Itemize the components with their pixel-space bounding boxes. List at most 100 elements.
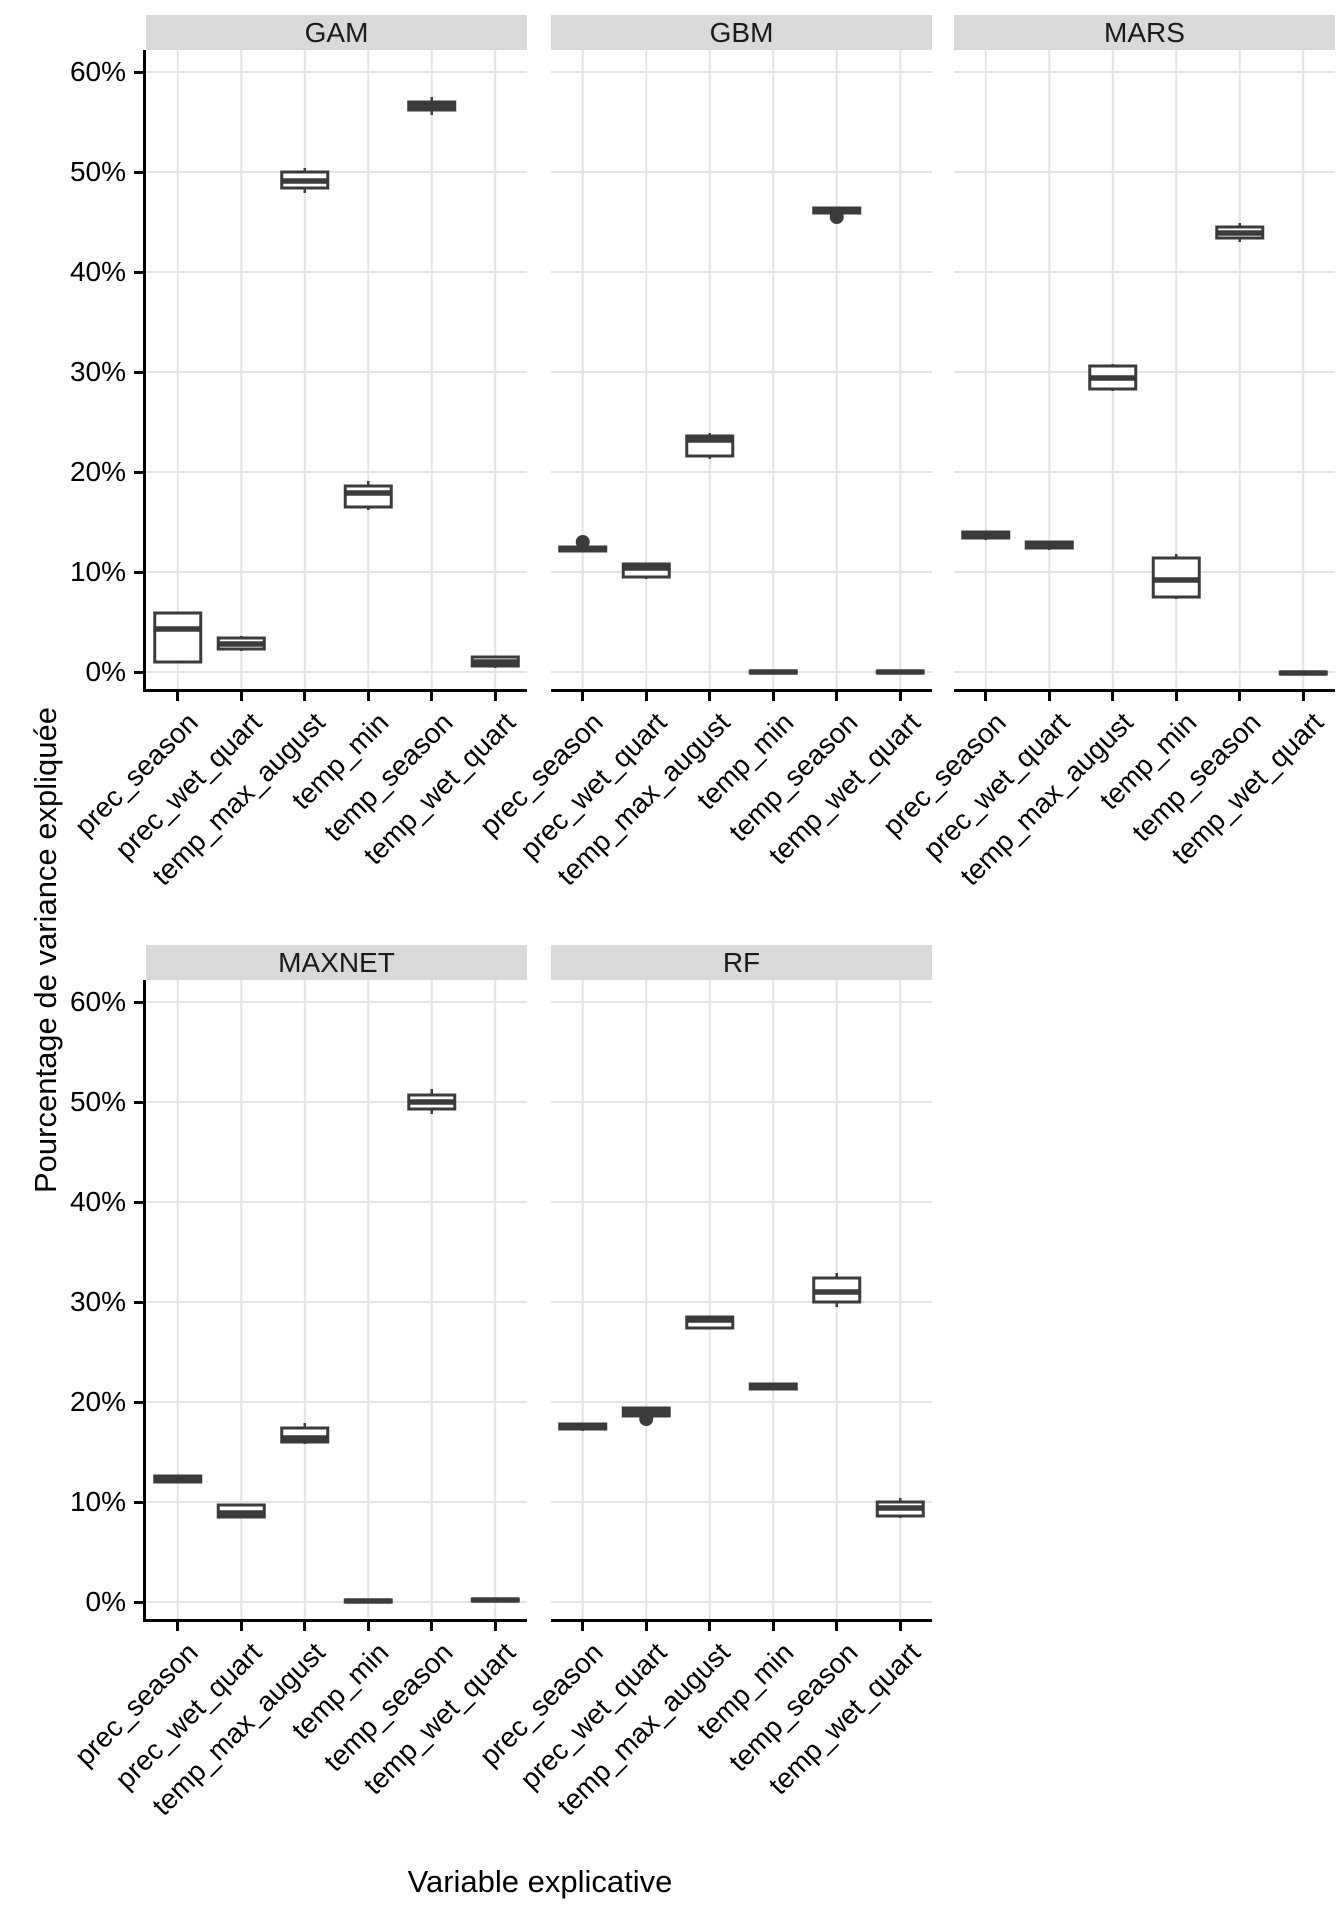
facet-panel-maxnet	[146, 980, 527, 1622]
x-tick-mark	[835, 1622, 839, 1631]
y-tick-label: 0%	[85, 1586, 126, 1617]
box-maxnet-prec_season	[153, 1474, 203, 1484]
box-gbm-temp_min	[748, 669, 798, 675]
facet-panel-gbm	[551, 50, 932, 692]
box-gbm-temp_season	[812, 206, 862, 224]
box-rf-temp_wet_quart	[875, 1498, 925, 1518]
box-mars-temp_season	[1215, 223, 1265, 242]
y-tick-label: 20%	[69, 456, 126, 487]
box-maxnet-temp_max_august	[280, 1423, 330, 1444]
y-tick-label: 30%	[69, 356, 126, 387]
box-gam-prec_wet_quart	[216, 636, 266, 651]
y-tick-label: 20%	[69, 1386, 126, 1417]
x-tick-mark	[771, 1622, 775, 1631]
box-mars-temp_max_august	[1088, 364, 1138, 391]
panel-canvas	[551, 980, 932, 1622]
y-axis-title: Pourcentage de variance expliquée	[28, 706, 63, 1194]
box-rf-prec_wet_quart	[621, 1406, 671, 1426]
facet-strip-maxnet: MAXNET	[146, 945, 527, 980]
box-gam-temp_wet_quart	[470, 655, 520, 668]
facet-panel-gam	[146, 50, 527, 692]
x-tick-mark	[366, 692, 370, 701]
box-gam-temp_min	[343, 481, 393, 510]
y-tick-label: 60%	[69, 56, 126, 87]
facet-strip-label: GAM	[304, 16, 369, 48]
facet-strip-label: GBM	[709, 16, 774, 48]
x-tick-mark	[708, 692, 712, 701]
x-tick-mark	[430, 1622, 434, 1631]
y-tick-label: 10%	[69, 556, 126, 587]
y-tick-mark	[134, 370, 143, 374]
y-tick-label: 30%	[69, 1286, 126, 1317]
panel-canvas	[146, 980, 527, 1622]
x-tick-mark	[1111, 692, 1115, 701]
box-gam-temp_max_august	[280, 168, 330, 193]
x-tick-mark	[771, 692, 775, 701]
facet-panel-mars	[954, 50, 1335, 692]
box-maxnet-prec_wet_quart	[216, 1503, 266, 1519]
x-tick-mark	[835, 692, 839, 701]
facet-strip-label: MARS	[1104, 16, 1185, 48]
box-mars-prec_wet_quart	[1024, 540, 1074, 550]
x-tick-mark	[581, 1622, 585, 1631]
box-gam-prec_season	[153, 611, 203, 664]
y-tick-label: 40%	[69, 1186, 126, 1217]
y-tick-mark	[134, 470, 143, 474]
y-tick-mark	[134, 570, 143, 574]
y-tick-mark	[134, 1600, 143, 1604]
y-tick-mark	[134, 670, 143, 674]
facet-strip-gbm: GBM	[551, 15, 932, 50]
x-tick-mark	[366, 1622, 370, 1631]
y-tick-mark	[134, 1300, 143, 1304]
box-rf-temp_max_august	[685, 1315, 735, 1330]
y-tick-label: 60%	[69, 986, 126, 1017]
box-mars-prec_season	[961, 530, 1011, 540]
box-gbm-temp_max_august	[685, 433, 735, 459]
x-tick-mark	[1047, 692, 1051, 701]
x-tick-mark	[493, 1622, 497, 1631]
box-maxnet-temp_min	[343, 1598, 393, 1604]
panel-canvas	[146, 50, 527, 692]
x-tick-mark	[898, 692, 902, 701]
y-tick-mark	[134, 70, 143, 74]
y-tick-mark	[134, 270, 143, 274]
x-tick-mark	[984, 692, 988, 701]
box-rf-prec_season	[558, 1422, 608, 1431]
x-tick-mark	[239, 692, 243, 701]
y-tick-label: 50%	[69, 156, 126, 187]
x-tick-mark	[239, 1622, 243, 1631]
x-tick-mark	[430, 692, 434, 701]
box-mars-temp_min	[1151, 554, 1201, 599]
x-tick-mark	[176, 1622, 180, 1631]
y-tick-mark	[134, 1200, 143, 1204]
x-tick-mark	[644, 1622, 648, 1631]
facet-strip-label: MAXNET	[278, 946, 395, 978]
x-tick-mark	[303, 1622, 307, 1631]
facet-panel-rf	[551, 980, 932, 1622]
facet-strip-rf: RF	[551, 945, 932, 980]
y-axis-line	[143, 980, 146, 1622]
x-tick-mark	[644, 692, 648, 701]
x-tick-mark	[176, 692, 180, 701]
box-maxnet-temp_season	[407, 1089, 457, 1114]
x-tick-mark	[303, 692, 307, 701]
box-gbm-temp_wet_quart	[875, 669, 925, 675]
box-mars-temp_wet_quart	[1278, 670, 1328, 676]
box-gam-temp_season	[407, 97, 457, 115]
facet-strip-mars: MARS	[954, 15, 1335, 50]
box-maxnet-temp_wet_quart	[470, 1597, 520, 1603]
x-tick-mark	[708, 1622, 712, 1631]
box-gbm-prec_season	[558, 535, 608, 553]
y-tick-label: 40%	[69, 256, 126, 287]
y-tick-mark	[134, 1500, 143, 1504]
x-tick-mark	[581, 692, 585, 701]
box-rf-temp_min	[748, 1382, 798, 1391]
x-tick-mark	[1301, 692, 1305, 701]
panel-canvas	[551, 50, 932, 692]
y-tick-mark	[134, 1000, 143, 1004]
y-tick-mark	[134, 1400, 143, 1404]
y-tick-label: 0%	[85, 656, 126, 687]
x-axis-title: Variable explicative	[407, 1864, 673, 1899]
x-tick-mark	[493, 692, 497, 701]
